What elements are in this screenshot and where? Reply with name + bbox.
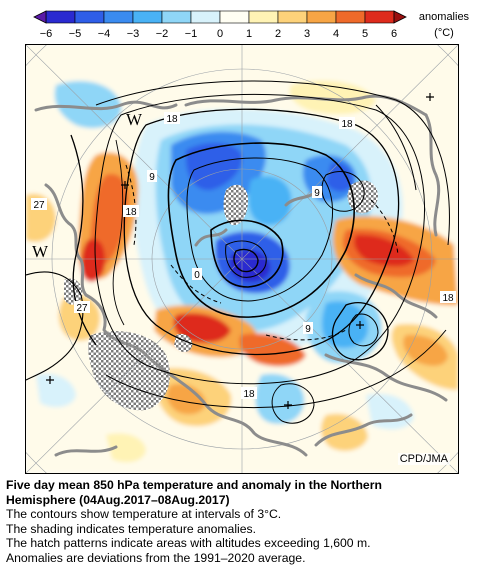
contour-label-27-southwest: 27: [74, 301, 90, 314]
colorbar-tick-label: 4: [333, 28, 339, 40]
caption-line1: The contours show temperature at interva…: [6, 507, 282, 522]
colorbar-unit: (°C): [434, 27, 454, 39]
contour-label-18-northeast: 18: [339, 117, 355, 130]
svg-text:18: 18: [442, 293, 454, 304]
svg-text:0: 0: [194, 270, 200, 281]
contour-label-0-pole: 0: [192, 268, 202, 281]
colorbar-swatch: [132, 10, 163, 24]
colorbar-swatch: [45, 10, 76, 24]
contour-labels: 18 18 9 18 27 9 0 27 9 18 18: [31, 112, 456, 400]
svg-text:9: 9: [305, 324, 311, 335]
caption-line3: The hatch patterns indicate areas with a…: [6, 536, 371, 551]
colorbar-tick-label: −1: [185, 28, 198, 40]
colorbar-swatch: [277, 10, 308, 24]
colorbar-right-arrow: [393, 10, 407, 24]
colorbar-tick-label: 5: [362, 28, 368, 40]
colorbar-tick-label: 3: [304, 28, 310, 40]
caption-title-line2: Hemisphere (04Aug.2017–08Aug.2017): [6, 492, 230, 507]
colorbar-swatch: [74, 10, 105, 24]
svg-text:18: 18: [243, 389, 255, 400]
colorbar-swatch: [190, 10, 221, 24]
caption-title-line1: Five day mean 850 hPa temperature and an…: [6, 478, 382, 492]
colorbar-tick-label: 1: [246, 28, 252, 40]
contour-label-9-west: 9: [147, 170, 157, 183]
colorbar-swatch: [248, 10, 279, 24]
colorbar-tick-label: −5: [69, 28, 82, 40]
caption-line2: The shading indicates temperature anomal…: [6, 521, 256, 536]
colorbar-tick-label: −4: [98, 28, 111, 40]
contour-label-18-south: 18: [241, 387, 257, 400]
svg-text:27: 27: [33, 200, 45, 211]
warm-center-letter: W: [126, 110, 143, 129]
center-markers: W W: [32, 110, 143, 261]
colorbar-tick-label: 2: [275, 28, 281, 40]
contour-label-18-north: 18: [164, 112, 180, 125]
colorbar-graphic: −6 −5 −4 −3 −2 −1 0 1 2 3 4 5 6 anomalies (°C): [33, 10, 470, 40]
colorbar: −6 −5 −4 −3 −2 −1 0 1 2 3 4 5 6 anomalies (°C): [0, 0, 480, 40]
coastlines: [34, 94, 448, 457]
caption-line4: Anomalies are deviations from the 1991–2…: [6, 550, 306, 565]
colorbar-swatch: [364, 10, 395, 24]
colorbar-tick-label: 0: [217, 28, 223, 40]
svg-text:18: 18: [166, 114, 178, 125]
map-credit: CPD/JMA: [397, 453, 450, 465]
colorbar-swatch: [306, 10, 337, 24]
contour-label-27-west: 27: [31, 198, 47, 211]
colorbar-swatches: [45, 10, 395, 24]
contour-label-18-west: 18: [123, 205, 139, 218]
warm-center-letter: W: [32, 242, 49, 261]
contour-label-9-east: 9: [312, 186, 322, 199]
colorbar-swatch: [219, 10, 250, 24]
svg-text:18: 18: [125, 207, 137, 218]
contour-label-9-south: 9: [303, 322, 313, 335]
contour-label-18-east: 18: [440, 291, 456, 304]
plus-markers: [46, 93, 434, 409]
colorbar-left-arrow: [33, 10, 47, 24]
map-svg: 18 18 9 18 27 9 0 27 9 18 18 W W: [26, 45, 458, 473]
caption: Five day mean 850 hPa temperature and an…: [6, 478, 476, 566]
svg-text:9: 9: [149, 172, 155, 183]
svg-text:18: 18: [341, 119, 353, 130]
colorbar-swatch: [161, 10, 192, 24]
svg-text:27: 27: [76, 303, 88, 314]
colorbar-swatch: [335, 10, 366, 24]
hemisphere-map: 18 18 9 18 27 9 0 27 9 18 18 W W CPD/JMA: [25, 44, 459, 474]
colorbar-tick-label: −3: [127, 28, 140, 40]
colorbar-tick-labels: −6 −5 −4 −3 −2 −1 0 1 2 3 4 5 6: [40, 28, 397, 40]
colorbar-swatch: [103, 10, 134, 24]
colorbar-label: anomalies: [419, 11, 470, 23]
colorbar-tick-label: −2: [156, 28, 169, 40]
colorbar-tick-label: −6: [40, 28, 53, 40]
svg-text:9: 9: [314, 188, 320, 199]
colorbar-tick-label: 6: [391, 28, 397, 40]
